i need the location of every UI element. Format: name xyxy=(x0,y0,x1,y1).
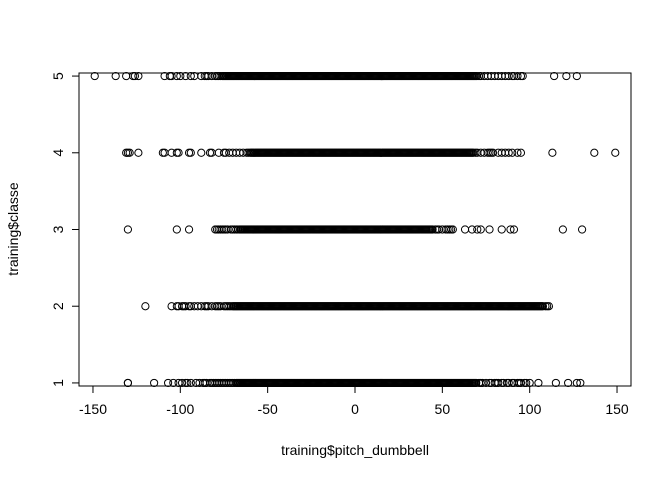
data-points xyxy=(90,71,620,388)
data-point xyxy=(186,148,195,157)
data-point xyxy=(134,71,143,81)
data-point xyxy=(516,378,526,388)
data-point xyxy=(504,71,513,81)
data-point xyxy=(122,71,131,81)
data-point xyxy=(572,71,581,81)
x-tick-label: 150 xyxy=(605,401,629,417)
data-point xyxy=(181,71,190,81)
data-point xyxy=(111,71,120,81)
data-point xyxy=(460,225,470,234)
y-tick-label: 5 xyxy=(50,72,66,80)
data-point xyxy=(504,148,513,157)
y-tick-label: 3 xyxy=(50,225,66,233)
data-point xyxy=(577,225,587,234)
data-point xyxy=(125,148,134,157)
y-tick-label: 2 xyxy=(50,302,66,310)
data-point xyxy=(165,71,174,81)
data-point xyxy=(186,71,195,81)
data-point xyxy=(504,378,513,388)
data-point xyxy=(472,71,482,81)
x-tick-label: 50 xyxy=(435,401,451,417)
data-point xyxy=(572,378,581,388)
data-point xyxy=(509,225,519,234)
data-point xyxy=(134,148,143,157)
data-point xyxy=(538,302,548,311)
data-point xyxy=(158,148,167,157)
data-point xyxy=(476,225,485,234)
data-point xyxy=(485,225,494,234)
data-point xyxy=(167,71,176,81)
data-point xyxy=(488,148,498,157)
data-point xyxy=(576,378,585,388)
data-point xyxy=(550,71,559,81)
data-point xyxy=(472,378,481,388)
data-point xyxy=(169,378,178,388)
data-point xyxy=(481,378,491,388)
data-point xyxy=(499,378,508,388)
data-point xyxy=(183,378,192,388)
data-point xyxy=(205,148,215,157)
data-point xyxy=(197,148,206,157)
data-point xyxy=(172,148,181,157)
y-tick-label: 4 xyxy=(50,149,66,157)
data-point xyxy=(150,378,159,388)
y-tick-label: 1 xyxy=(50,379,66,387)
data-point xyxy=(497,225,506,234)
x-axis: -150 -100 -50 0 50 100 150 xyxy=(79,385,629,417)
data-point xyxy=(494,378,503,388)
data-point xyxy=(184,148,194,157)
data-point xyxy=(467,225,477,234)
data-point xyxy=(534,378,543,388)
data-point xyxy=(163,378,173,388)
data-point xyxy=(522,378,531,388)
data-point xyxy=(473,225,482,234)
data-point xyxy=(469,148,478,157)
data-point xyxy=(513,71,522,81)
data-point xyxy=(123,148,133,157)
data-point xyxy=(174,148,183,157)
data-point xyxy=(172,71,181,81)
data-point xyxy=(123,378,133,388)
data-point xyxy=(207,148,216,157)
data-point xyxy=(564,378,573,388)
data-point xyxy=(90,71,99,81)
y-axis-label: training$classe xyxy=(5,182,21,276)
data-point xyxy=(428,225,437,234)
data-point xyxy=(184,225,194,234)
data-point xyxy=(611,148,620,157)
data-point xyxy=(513,148,522,157)
data-point xyxy=(558,225,567,234)
y-axis: 1 2 3 4 5 xyxy=(50,72,80,387)
data-point xyxy=(172,225,181,234)
data-point xyxy=(130,71,139,81)
data-point xyxy=(123,225,133,234)
x-axis-label: training$pitch_dumbbell xyxy=(281,442,429,458)
data-point xyxy=(181,302,190,311)
x-tick-label: -50 xyxy=(258,401,278,417)
data-point xyxy=(518,71,527,81)
data-point xyxy=(141,302,150,311)
data-point xyxy=(516,148,526,157)
data-point xyxy=(448,225,457,234)
data-point xyxy=(551,378,560,388)
x-tick-label: -150 xyxy=(79,401,107,417)
data-point xyxy=(508,148,517,157)
data-point xyxy=(506,225,515,234)
data-point xyxy=(562,71,571,81)
data-point xyxy=(186,378,195,388)
data-point xyxy=(548,148,557,157)
x-tick-label: -100 xyxy=(166,401,194,417)
data-point xyxy=(177,378,187,388)
data-point xyxy=(590,148,599,157)
data-point xyxy=(160,148,169,157)
x-tick-label: 100 xyxy=(518,401,542,417)
x-tick-label: 0 xyxy=(351,401,359,417)
data-point xyxy=(176,71,185,81)
